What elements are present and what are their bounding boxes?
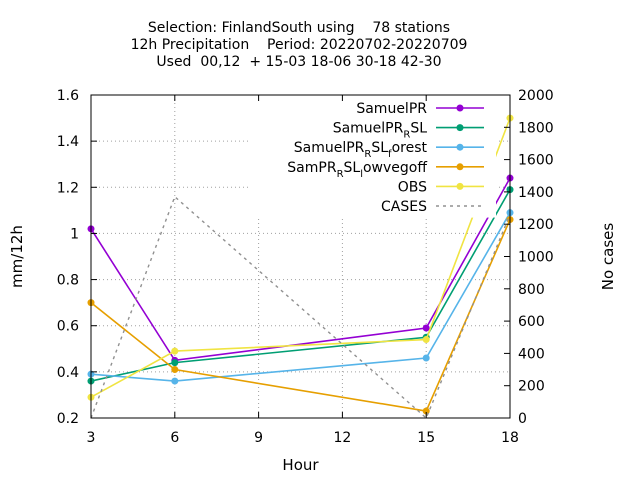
y-tick-label: 0.8 [57,273,79,289]
title-line-3: Used 00,12 + 15-03 18-06 30-18 42-30 [156,54,441,70]
series-line-SamPR_RSL_lowvegoff [90,219,511,412]
y-tick-label: 1.6 [57,88,79,104]
legend-label-SamuelPR_RSL: SamuelPRRSL [333,121,427,141]
legend-marker-SamuelPR [456,104,464,112]
data-point-SamuelPR_RSL_forest [171,377,179,385]
series-line-SamuelPR_RSL [90,189,511,382]
x-tick-label: 3 [87,430,96,446]
x-tick-label: 12 [333,430,351,446]
y-tick-label: 1 [70,226,79,242]
legend-marker-OBS [456,182,464,190]
y2-tick-label: 600 [518,314,545,330]
y2-tick-label: 2000 [518,88,554,104]
x-tick-label: 18 [501,430,519,446]
series-line-CASES [90,195,511,420]
y2-axis-label: No cases [599,223,617,291]
title-line-2: 12h Precipitation Period: 20220702-20220… [131,37,468,53]
legend-marker-SamuelPR_RSL [456,124,464,132]
y-tick-label: 0.2 [57,411,79,427]
title-line-1: Selection: FinlandSouth using 78 station… [148,20,450,36]
y-tick-label: 1.2 [57,180,79,196]
data-point-SamPR_RSL_lowvegoff [171,366,179,374]
data-point-OBS [422,336,430,344]
data-point-SamuelPR_RSL_forest [422,354,430,362]
x-tick-label: 6 [170,430,179,446]
legend-marker-SamuelPR_RSL_forest [456,143,464,151]
y2-tick-label: 1800 [518,120,554,136]
y-axis-label: mm/12h [8,225,26,288]
x-tick-label: 9 [254,430,263,446]
legend-background [248,96,496,218]
series-line-SamuelPR [90,177,511,362]
y2-tick-label: 1600 [518,153,554,169]
data-point-OBS [171,347,179,355]
data-point-SamuelPR_RSL [171,359,179,367]
legend-label-SamuelPR: SamuelPR [356,101,427,117]
x-tick-label: 15 [417,430,435,446]
y-tick-label: 0.4 [57,365,79,381]
y-tick-label: 1.4 [57,134,79,150]
y2-tick-label: 800 [518,282,545,298]
y2-tick-label: 400 [518,346,545,362]
y2-tick-label: 1200 [518,217,554,233]
y2-tick-label: 200 [518,379,545,395]
legend-marker-SamPR_RSL_lowvegoff [456,163,464,171]
y2-tick-label: 1000 [518,250,554,266]
series-line-OBS [90,117,511,398]
legend-label-SamPR_RSL_lowvegoff: SamPRRSLlowvegoff [287,160,427,180]
data-point-SamuelPR [422,324,430,332]
chart-title: Selection: FinlandSouth using 78 station… [131,20,468,70]
axes: 3 6 9 12 15 18 0.2 0.4 0.6 0.8 1 1.2 1.4 1.6 0 200 400 60… [57,88,554,446]
x-axis-label: Hour [282,456,319,474]
y2-tick-label: 0 [518,411,527,427]
y-tick-label: 0.6 [57,319,79,335]
legend-label-SamuelPR_RSL_forest: SamuelPRRSLforest [294,140,428,160]
series-line-SamuelPR_RSL_forest [90,212,511,382]
y2-tick-label: 1400 [518,185,554,201]
legend-label-CASES: CASES [381,199,427,215]
series-lines [87,114,514,420]
legend-label-OBS: OBS [398,179,427,195]
legend: SamuelPR SamuelPRRSLSamuelPRRSLforestSamP… [287,101,484,215]
